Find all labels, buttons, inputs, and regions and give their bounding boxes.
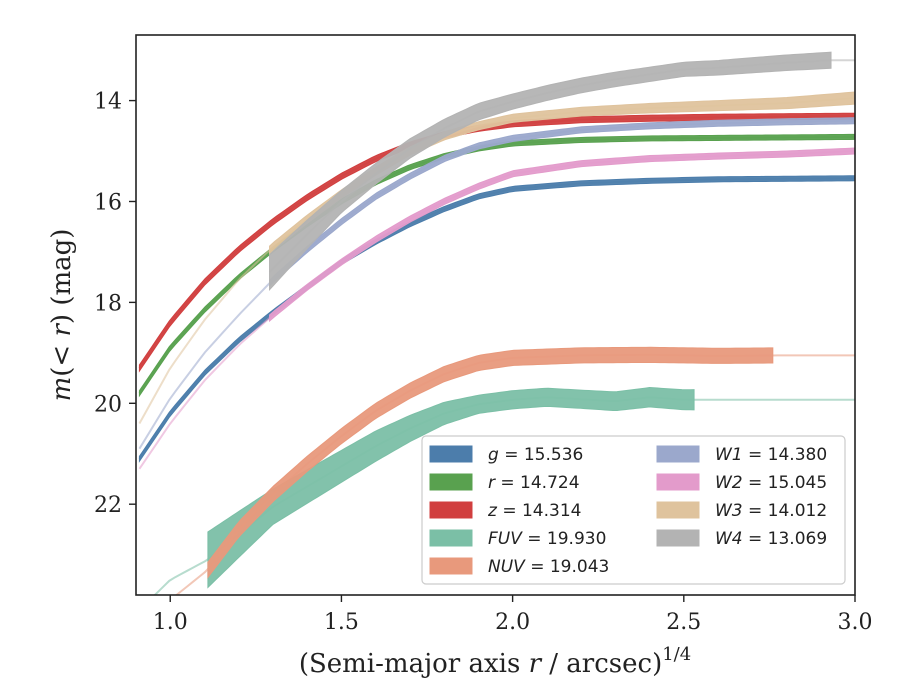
series-data-band: [207, 387, 695, 589]
legend-swatch: [429, 473, 473, 491]
legend-swatch: [429, 445, 473, 463]
legend-swatch: [429, 529, 473, 547]
y-axis-label: m(< r) (mag): [47, 229, 77, 402]
series-data-band: [138, 175, 855, 463]
y-tick-label: 18: [94, 291, 122, 316]
series-model-line: [138, 150, 855, 470]
y-tick-label: 14: [94, 90, 122, 115]
series-data-band: [269, 147, 855, 323]
legend-swatch: [656, 501, 700, 519]
legend-entry-FUV: FUV = 19.930: [429, 529, 606, 549]
series-data-band: [269, 51, 832, 292]
legend-swatch: [656, 445, 700, 463]
legend: g = 15.536 r = 14.724 z = 14.314 FUV = 19.9…: [421, 435, 846, 585]
series-layer: [138, 51, 855, 595]
series-data-band: [269, 117, 855, 288]
legend-label: W2 = 15.045: [715, 473, 827, 493]
series-W1: [138, 117, 855, 450]
legend-label: NUV = 19.043: [488, 557, 609, 577]
legend-label: W4 = 13.069: [715, 529, 827, 549]
x-ticks: 1.0 1.5 2.0 2.5 3.0: [153, 595, 873, 635]
y-tick-label: 20: [94, 392, 122, 417]
legend-label: FUV = 19.930: [488, 529, 606, 549]
series-model-line: [138, 177, 855, 460]
legend-entry-W3: W3 = 14.012: [656, 501, 827, 521]
y-tick-label: 16: [94, 190, 122, 215]
legend-label: W3 = 14.012: [715, 501, 827, 521]
x-tick-label: 2.0: [495, 610, 530, 635]
legend-entry-W1: W1 = 14.380: [656, 445, 827, 465]
series-FUV: [153, 387, 855, 595]
legend-swatch: [429, 557, 473, 575]
legend-frame: [421, 435, 846, 585]
legend-entry-W2: W2 = 15.045: [656, 473, 827, 493]
x-axis-label: (Semi-major axis r / arcsec)1/4: [299, 644, 691, 679]
plot-frame: [135, 34, 856, 596]
y-ticks: 14 16 18 20 22: [94, 90, 136, 518]
legend-label: r = 14.724: [488, 473, 580, 493]
legend-entry-g: g = 15.536: [429, 445, 583, 465]
x-tick-label: 3.0: [838, 610, 873, 635]
legend-entry-W4: W4 = 13.069: [656, 529, 827, 549]
legend-swatch: [429, 501, 473, 519]
y-tick-label: 22: [94, 493, 122, 518]
legend-entry-z: z = 14.314: [429, 501, 581, 521]
legend-entry-NUV: NUV = 19.043: [429, 557, 609, 577]
legend-swatch: [656, 473, 700, 491]
series-data-band: [207, 346, 774, 579]
series-NUV: [174, 346, 855, 595]
legend-swatch: [656, 529, 700, 547]
legend-label: W1 = 14.380: [715, 445, 827, 465]
x-tick-label: 1.5: [324, 610, 359, 635]
series-data-band: [138, 112, 855, 373]
legend-label: g = 15.536: [488, 445, 583, 465]
series-g: [138, 175, 855, 463]
legend-entry-r: r = 14.724: [429, 473, 580, 493]
x-tick-label: 2.5: [666, 610, 701, 635]
series-W4: [268, 51, 855, 292]
x-tick-label: 1.0: [153, 610, 188, 635]
series-W2: [138, 147, 855, 470]
legend-label: z = 14.314: [487, 501, 581, 521]
